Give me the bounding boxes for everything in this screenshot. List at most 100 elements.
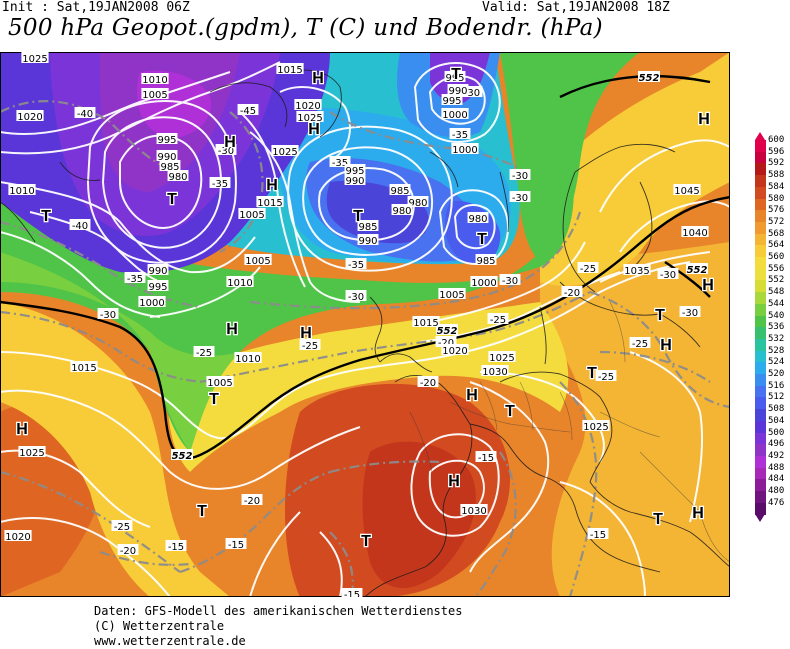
svg-text:1015: 1015	[277, 65, 302, 76]
svg-text:1035: 1035	[624, 266, 649, 277]
legend-top-arrow	[755, 132, 765, 140]
isobar-label: 990	[357, 234, 379, 247]
isobar-label: 1005	[206, 376, 234, 389]
svg-text:-30: -30	[682, 308, 698, 319]
isobar-label: 985	[357, 220, 379, 233]
isotherm-label: -30	[215, 144, 237, 157]
svg-text:-20: -20	[244, 496, 260, 507]
isobar-label: 995	[441, 94, 463, 107]
isobar-label: 1005	[141, 88, 169, 101]
isobar-label: 1005	[244, 254, 272, 267]
color-legend: 600 596 592 588 584 580 576 572 568 564 560 556 552 5…	[752, 132, 790, 523]
legend-swatch	[755, 175, 766, 188]
svg-text:1015: 1015	[257, 198, 282, 209]
legend-swatch	[755, 257, 766, 270]
isotherm-label: -25	[299, 339, 321, 352]
geopotential-label-layer: 552 552 552 552	[171, 71, 708, 462]
svg-text:-25: -25	[302, 341, 318, 352]
geopotential-label: 552	[171, 449, 193, 462]
legend-value: 500	[768, 427, 785, 438]
isobar-label: 1000	[138, 296, 166, 309]
low-pressure-marker: T	[587, 365, 597, 382]
legend-swatch	[755, 350, 766, 363]
svg-text:1005: 1005	[239, 210, 264, 221]
low-pressure-marker: T	[655, 307, 665, 324]
field-green-north	[500, 52, 640, 262]
isobar-label: 1025	[271, 145, 299, 158]
svg-text:985: 985	[476, 256, 495, 267]
svg-text:-20: -20	[564, 288, 580, 299]
legend-value: 504	[768, 415, 785, 426]
isotherm-label: -35	[345, 258, 367, 271]
isobar-label: 1010	[141, 73, 169, 86]
svg-text:980: 980	[468, 214, 487, 225]
isobar-label: 1025	[21, 52, 49, 65]
svg-text:1010: 1010	[142, 75, 167, 86]
isotherm-label: -20	[417, 376, 439, 389]
legend-swatch	[755, 221, 766, 235]
field-warm-peak	[362, 441, 476, 589]
isotherm-label: -25	[111, 520, 133, 533]
isobar-label: 990	[344, 174, 366, 187]
isotherm-label: -20	[435, 336, 457, 349]
svg-text:1000: 1000	[139, 298, 164, 309]
low-pressure-marker: T	[361, 533, 371, 550]
legend-swatch	[755, 432, 766, 445]
svg-text:995: 995	[148, 282, 167, 293]
legend-value: 508	[768, 404, 785, 415]
high-pressure-marker: H	[266, 177, 278, 194]
svg-text:995: 995	[345, 166, 364, 177]
low-pressure-marker: T	[167, 191, 177, 208]
geopotential-552	[0, 195, 730, 460]
valid-time: Valid: Sat,19JAN2008 18Z	[482, 0, 670, 15]
legend-value: 480	[768, 486, 785, 496]
svg-text:980: 980	[408, 198, 427, 209]
svg-text:-25: -25	[632, 339, 648, 350]
low-pressure-marker: T	[505, 403, 515, 420]
svg-text:1025: 1025	[583, 422, 608, 433]
svg-text:1020: 1020	[442, 346, 467, 357]
low-pressure-marker: T	[451, 66, 461, 83]
legend-value: 512	[768, 392, 785, 403]
temperature-label-layer: -40 -45 -30 -35 -35 -30 -35 -30 -30 -40 -35 -30 -35 -…	[69, 86, 701, 597]
svg-text:1000: 1000	[452, 145, 477, 156]
isotherm-label: -30	[509, 191, 531, 204]
legend-value: 496	[768, 439, 785, 450]
svg-text:-15: -15	[344, 590, 360, 597]
map-title: 500 hPa Geopot.(gpdm), T (C) und Bodendr…	[8, 15, 603, 41]
svg-text:-35: -35	[127, 274, 143, 285]
svg-text:1020: 1020	[17, 112, 42, 123]
isobar-label: 1035	[623, 264, 651, 277]
isotherm-label: -30	[509, 169, 531, 182]
svg-text:-40: -40	[77, 109, 93, 120]
legend-swatch	[755, 327, 766, 340]
svg-text:552: 552	[172, 451, 193, 462]
field-green-light	[0, 252, 240, 452]
field-yellow	[0, 302, 230, 597]
isobar-label: 1020	[4, 530, 32, 543]
legend-value: 488	[768, 462, 785, 473]
isobar-label: 995	[444, 71, 466, 84]
svg-text:990: 990	[157, 152, 176, 163]
high-pressure-marker: H	[226, 321, 238, 338]
svg-text:1025: 1025	[22, 54, 47, 65]
svg-text:-40: -40	[72, 221, 88, 232]
high-pressure-marker: H	[224, 134, 236, 151]
svg-text:-30: -30	[348, 292, 364, 303]
legend-value: 560	[768, 252, 785, 262]
field-magenta-core	[137, 70, 211, 138]
svg-text:1020: 1020	[295, 101, 320, 112]
legend-swatch	[755, 444, 766, 457]
isobar-label: 1045	[673, 184, 701, 197]
legend-bottom-arrow	[755, 514, 765, 523]
svg-text:-30: -30	[100, 310, 116, 321]
borders	[409, 301, 730, 563]
svg-text:1000: 1000	[442, 110, 467, 121]
isobar-label: 1010	[226, 276, 254, 289]
svg-text:1025: 1025	[297, 113, 322, 124]
credits-website[interactable]: www.wetterzentrale.de	[94, 634, 246, 648]
isotherm-label: -35	[124, 272, 146, 285]
svg-text:1025: 1025	[272, 147, 297, 158]
isobar-label: 1015	[256, 196, 284, 209]
